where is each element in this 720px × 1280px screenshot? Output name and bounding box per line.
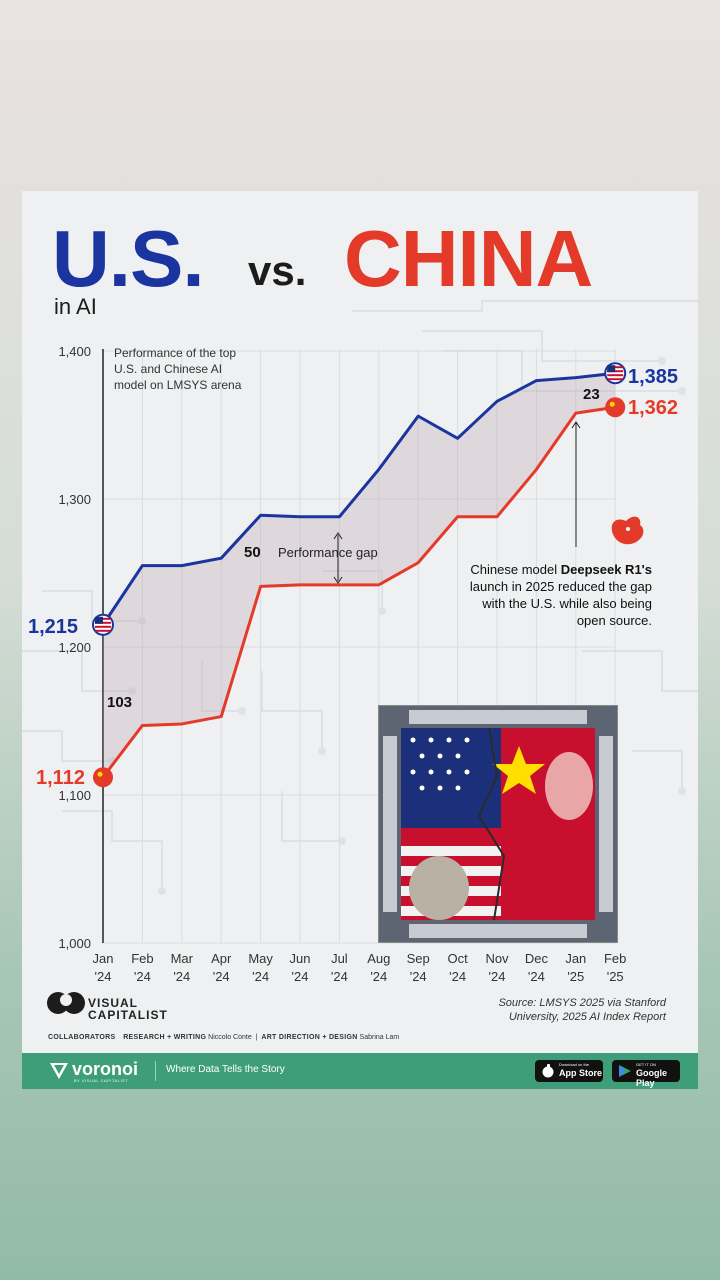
china-flag-icon-end xyxy=(605,397,626,418)
deepseek-annotation: Chinese model Deepseek R1's launch in 20… xyxy=(470,421,652,628)
app-store-button[interactable]: Download on the App Store xyxy=(535,1060,603,1082)
credits-name1: Niccolo Conte xyxy=(208,1034,252,1041)
voronoi-logo-sub: BY VISUAL CAPITALIST xyxy=(74,1078,129,1083)
credits-name2: Sabrina Lam xyxy=(359,1034,400,1041)
y-tick-label: 1,000 xyxy=(58,936,91,951)
x-tick-year: '25 xyxy=(607,969,624,984)
gap-end-label: 23 xyxy=(583,386,600,403)
mid-gap-annotation: 50 Performance gap xyxy=(244,532,378,584)
x-tick-month: Sep xyxy=(407,951,430,966)
footer-divider xyxy=(155,1061,156,1081)
chart-note-line1: Performance of the top xyxy=(114,346,236,360)
us-flag-icon-end xyxy=(604,362,627,385)
chart-note-line2: U.S. and Chinese AI xyxy=(114,362,222,376)
x-tick-month: Jun xyxy=(290,951,311,966)
us-start-value: 1,215 xyxy=(28,616,78,638)
x-tick-year: '24 xyxy=(331,969,348,984)
title-us: U.S. xyxy=(52,214,205,303)
deepseek-note-line3: with the U.S. while also being xyxy=(481,596,652,611)
brand-line1: VISUAL xyxy=(88,996,139,1010)
source-line2: University, 2025 AI Index Report xyxy=(508,1011,666,1023)
google-play-icon xyxy=(619,1065,631,1077)
x-tick-month: Jan xyxy=(93,951,114,966)
apple-icon xyxy=(542,1064,554,1078)
visual-capitalist-logo-icon xyxy=(47,992,85,1014)
x-tick-month: Aug xyxy=(367,951,390,966)
x-tick-month: Mar xyxy=(171,951,194,966)
voronoi-logo-text: voronoi xyxy=(72,1059,138,1079)
x-tick-year: '24 xyxy=(173,969,190,984)
y-tick-labels: 1,000 1,100 1,200 1,300 1,400 xyxy=(58,344,91,951)
x-tick-month: Feb xyxy=(604,951,626,966)
voronoi-logo-icon xyxy=(50,1063,68,1079)
china-flag-icon-start xyxy=(93,767,113,788)
x-tick-labels: Jan '24 Feb '24 Mar '24 Apr '24 May '24 Jun '24 Jul '… xyxy=(93,951,627,984)
gap-start-label: 103 xyxy=(107,694,132,711)
source-line1: Source: LMSYS 2025 via Stanford xyxy=(498,997,666,1009)
source-note: Source: LMSYS 2025 via Stanford Universi… xyxy=(446,996,666,1024)
x-tick-year: '24 xyxy=(410,969,427,984)
x-tick-month: Feb xyxy=(131,951,153,966)
google-play-small-text: GET IT ON xyxy=(636,1062,656,1067)
x-tick-year: '24 xyxy=(134,969,151,984)
x-tick-month: Apr xyxy=(211,951,232,966)
us-series-line xyxy=(101,371,616,626)
deepseek-note-line4: open source. xyxy=(577,613,652,628)
x-tick-year: '24 xyxy=(528,969,545,984)
x-tick-year: '24 xyxy=(370,969,387,984)
credits-role2: ART DIRECTION + DESIGN xyxy=(261,1034,358,1041)
x-tick-month: May xyxy=(248,951,273,966)
x-tick-year: '24 xyxy=(252,969,269,984)
x-tick-year: '24 xyxy=(489,969,506,984)
google-play-button[interactable]: GET IT ON Google Play xyxy=(612,1060,680,1088)
chip-illustration xyxy=(379,706,617,942)
x-tick-month: Nov xyxy=(485,951,509,966)
y-tick-label: 1,400 xyxy=(58,344,91,359)
infographic-card: U.S. vs. CHINA in AI 1,000 1,100 1,200 1,30… xyxy=(22,191,698,1089)
subtitle: in AI xyxy=(54,294,97,319)
x-tick-year: '24 xyxy=(449,969,466,984)
us-flag-icon-start xyxy=(92,613,114,636)
gap-mid-value: 50 xyxy=(244,544,261,561)
chart-note-line3: model on LMSYS arena xyxy=(114,378,242,392)
deepseek-note-line1-a: Chinese model xyxy=(470,562,560,577)
gap-mid-text: Performance gap xyxy=(278,545,378,560)
y-tick-label: 1,300 xyxy=(58,492,91,507)
brand-line2: CAPITALIST xyxy=(88,1008,168,1022)
china-series-line xyxy=(101,405,616,779)
google-play-big-text: Google Play xyxy=(636,1068,667,1088)
line-chart: 1,000 1,100 1,200 1,300 1,400 Jan '24 Feb '24 Ma… xyxy=(28,344,678,984)
credits-separator: | xyxy=(255,1034,258,1041)
deepseek-note-line2: launch in 2025 reduced the gap xyxy=(470,579,652,594)
x-tick-year: '24 xyxy=(213,969,230,984)
us-china-chip-image xyxy=(378,705,618,943)
x-tick-month: Oct xyxy=(447,951,468,966)
visual-capitalist-wordmark: VISUAL CAPITALIST xyxy=(88,997,208,1021)
x-tick-month: Jan xyxy=(565,951,586,966)
china-end-value: 1,362 xyxy=(628,397,678,419)
x-tick-year: '25 xyxy=(567,969,584,984)
credits: COLLABORATORS RESEARCH + WRITING Niccolo… xyxy=(48,1034,399,1041)
x-tick-year: '24 xyxy=(95,969,112,984)
gap-area xyxy=(103,373,616,778)
app-store-big-text: App Store xyxy=(559,1068,603,1078)
footer-tagline: Where Data Tells the Story xyxy=(166,1064,285,1075)
us-end-value: 1,385 xyxy=(628,366,678,388)
credits-label: COLLABORATORS xyxy=(48,1034,116,1041)
y-tick-label: 1,200 xyxy=(58,640,91,655)
china-start-value: 1,112 xyxy=(36,767,85,789)
title-china: CHINA xyxy=(344,214,593,303)
deepseek-whale-icon xyxy=(611,516,644,545)
deepseek-note-line1-b: Deepseek R1's xyxy=(561,562,652,577)
deepseek-note-line1: Chinese model Deepseek R1's xyxy=(470,562,652,577)
y-tick-label: 1,100 xyxy=(58,788,91,803)
footer-bar: voronoi BY VISUAL CAPITALIST Where Data … xyxy=(22,1053,698,1089)
app-store-small-text: Download on the xyxy=(559,1062,590,1067)
x-tick-month: Dec xyxy=(525,951,549,966)
credits-role1: RESEARCH + WRITING xyxy=(123,1034,207,1041)
x-tick-year: '24 xyxy=(292,969,309,984)
x-tick-month: Jul xyxy=(331,951,348,966)
title-vs: vs. xyxy=(248,247,307,294)
